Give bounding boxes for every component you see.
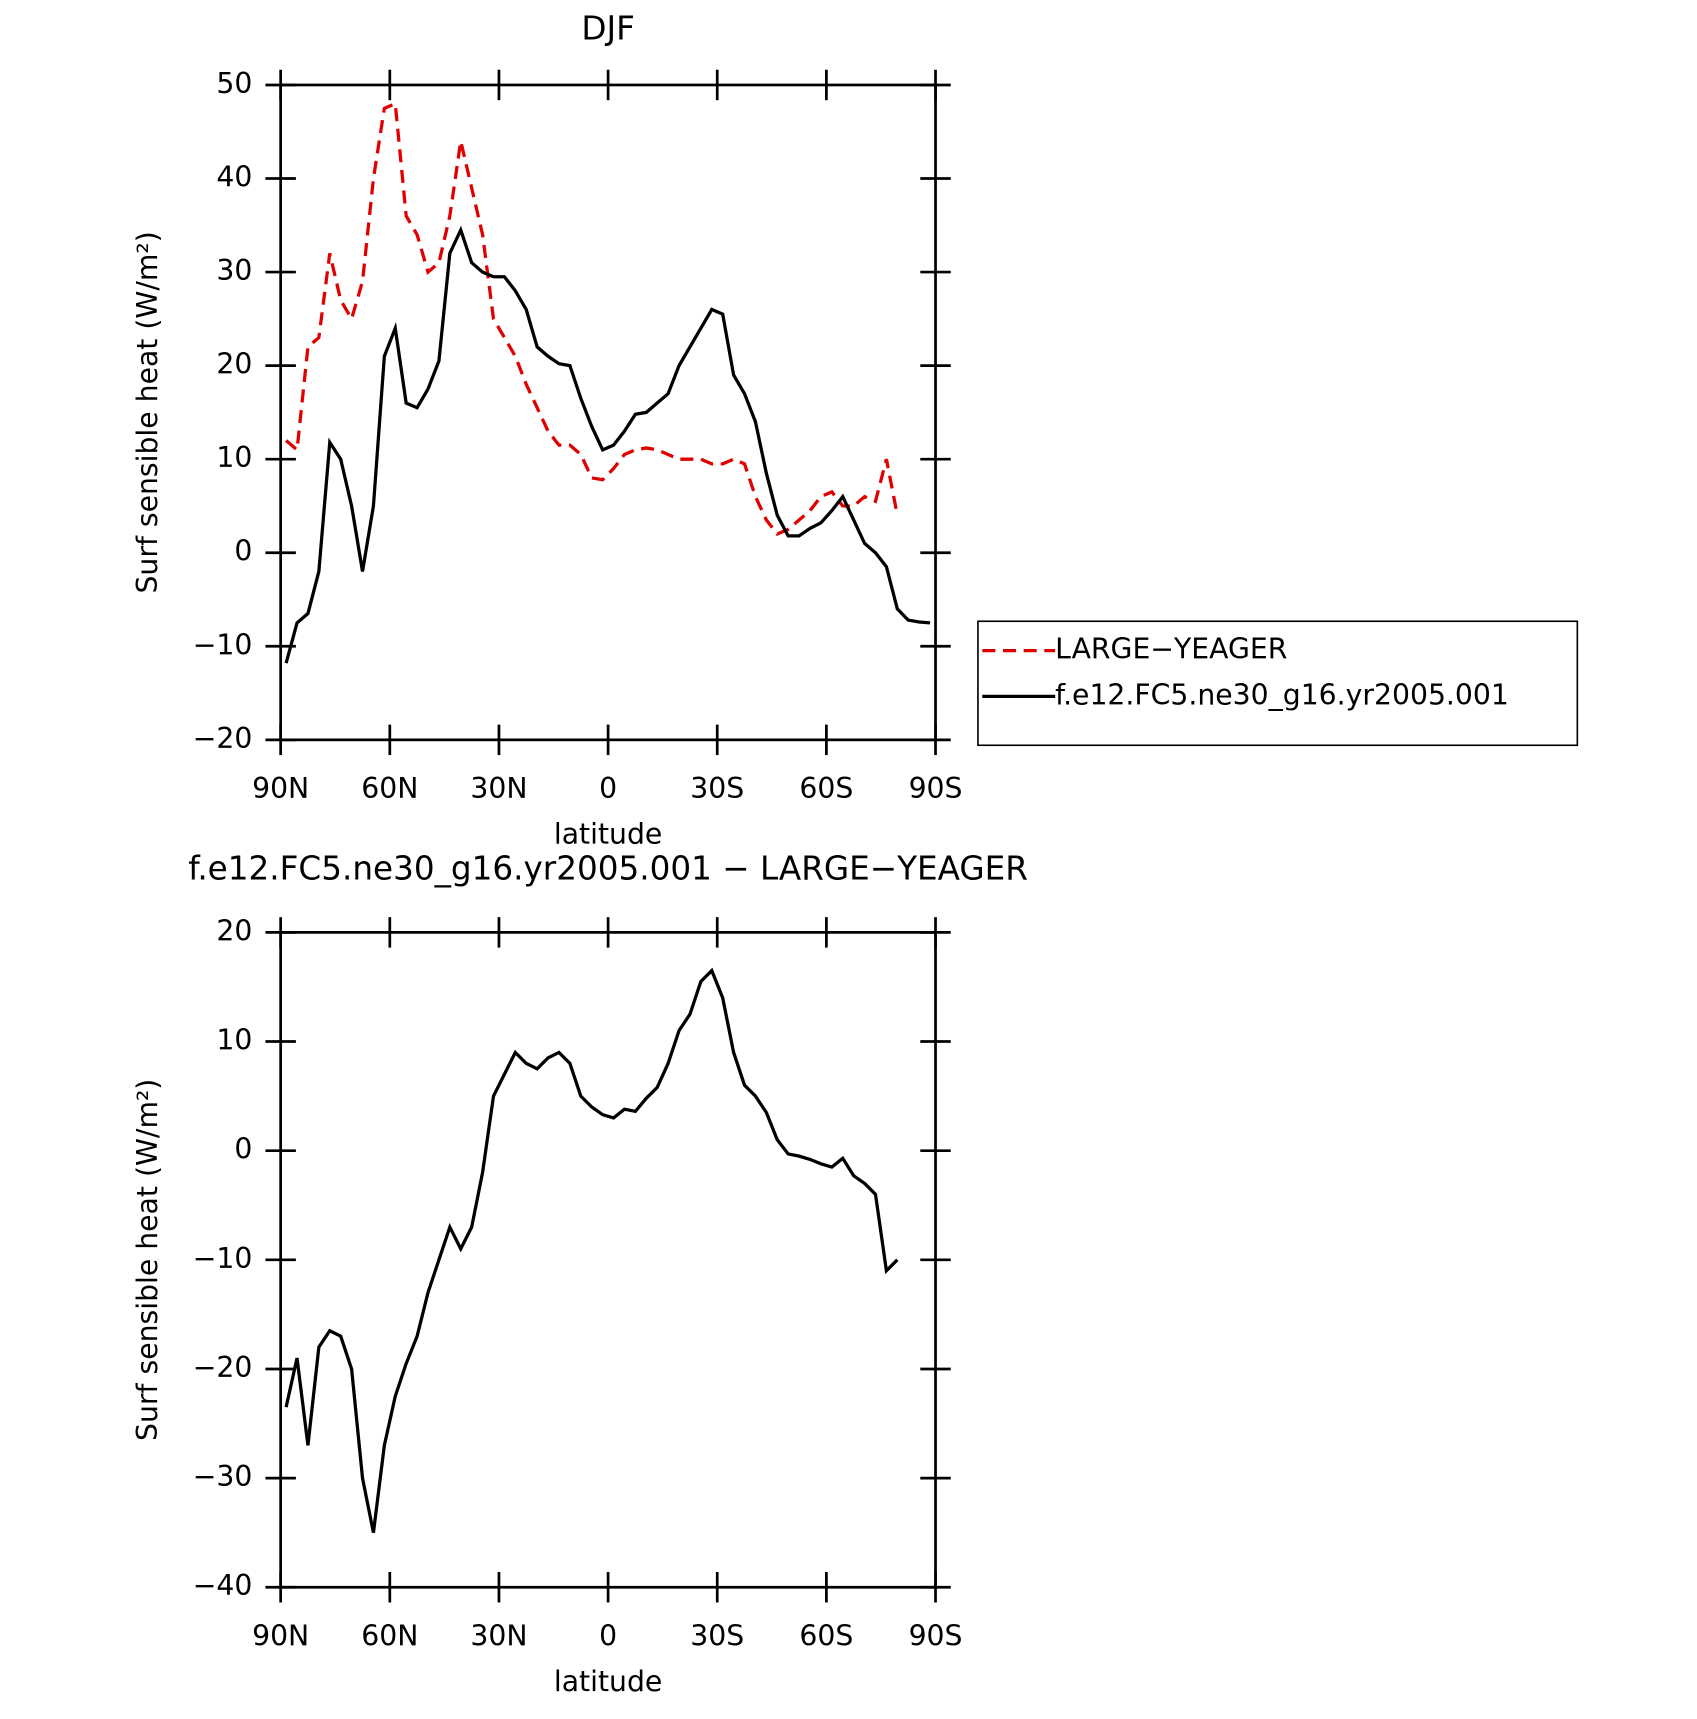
chart-title: f.e12.FC5.ne30_g16.yr2005.001 − LARGE−YE… (188, 849, 1028, 887)
x-tick-label: 0 (599, 772, 617, 805)
x-axis-label: latitude (554, 1665, 662, 1698)
y-tick-label: −10 (193, 1242, 253, 1275)
x-tick-label: 90N (252, 1619, 309, 1652)
x-tick-label: 90N (252, 772, 309, 805)
x-tick-label: 60N (361, 1619, 418, 1652)
y-axis-label: Surf sensible heat (W/m²) (131, 231, 164, 593)
y-tick-label: 0 (234, 535, 252, 568)
y-axis-label: Surf sensible heat (W/m²) (131, 1079, 164, 1441)
x-tick-label: 90S (909, 1619, 963, 1652)
data-line (285, 101, 899, 537)
y-tick-label: −20 (193, 1351, 253, 1384)
y-tick-label: −40 (193, 1569, 253, 1602)
y-tick-label: 10 (216, 441, 252, 474)
x-tick-label: 30N (470, 1619, 527, 1652)
y-tick-label: −10 (193, 628, 253, 661)
y-tick-label: 20 (216, 914, 252, 947)
x-tick-label: 30S (690, 772, 744, 805)
x-tick-label: 30N (470, 772, 527, 805)
y-tick-label: −20 (193, 722, 253, 755)
x-axis-label: latitude (554, 818, 662, 851)
x-tick-label: 90S (909, 772, 963, 805)
x-tick-label: 60S (799, 772, 853, 805)
y-tick-label: 10 (216, 1024, 252, 1057)
legend-label: f.e12.FC5.ne30_g16.yr2005.001 (1055, 678, 1509, 711)
y-tick-label: 40 (216, 161, 252, 194)
x-tick-label: 60N (361, 772, 418, 805)
y-tick-label: 50 (216, 67, 252, 100)
legend-box (977, 620, 1579, 747)
y-tick-label: −30 (193, 1460, 253, 1493)
legend-label: LARGE−YEAGER (1055, 633, 1287, 666)
x-tick-label: 60S (799, 1619, 853, 1652)
y-tick-label: 0 (234, 1133, 252, 1166)
chart-title: DJF (581, 10, 635, 48)
y-tick-label: 20 (216, 348, 252, 381)
x-tick-label: 0 (599, 1619, 617, 1652)
data-line (284, 967, 899, 1533)
x-tick-label: 30S (690, 1619, 744, 1652)
data-line (284, 225, 931, 664)
y-tick-label: 30 (216, 254, 252, 287)
